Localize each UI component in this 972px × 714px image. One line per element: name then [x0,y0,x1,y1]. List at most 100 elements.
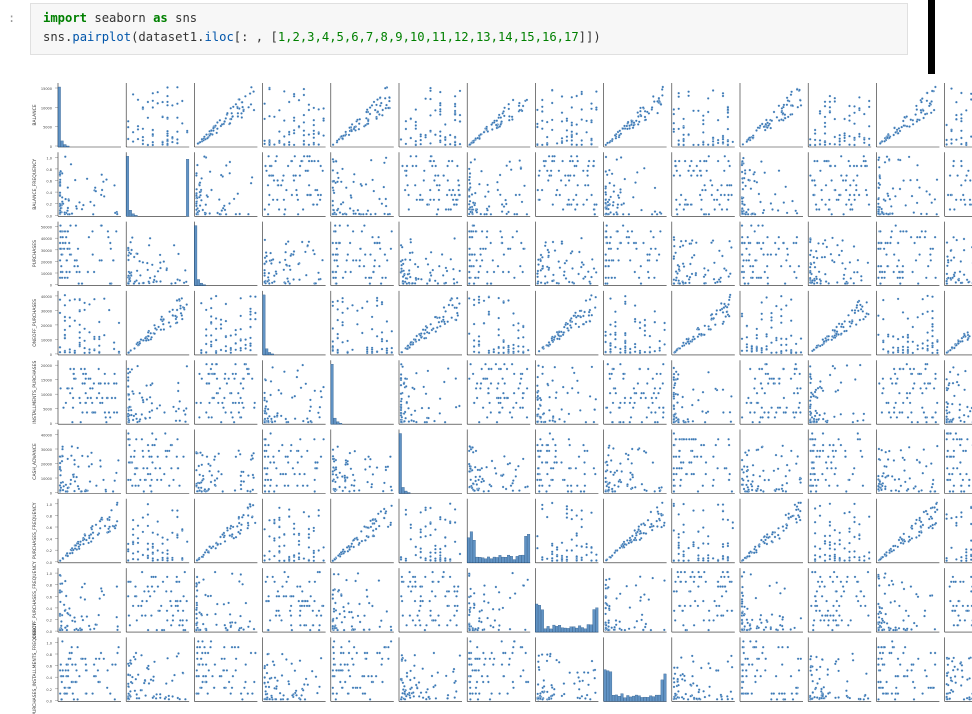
scatter-point [376,241,379,245]
scatter-point [901,335,905,339]
scatter-point [643,329,647,333]
scatter-point [760,122,764,126]
scatter-point [694,273,698,277]
scatter-point [777,104,781,108]
scatter-point [491,259,495,262]
scatter-point [264,251,268,254]
scatter-point [795,211,799,215]
scatter-point [926,347,929,351]
scatter-point [895,416,899,419]
scatter-point [358,259,362,262]
scatter-point [179,311,183,315]
scatter-point [240,100,244,104]
scatter-point [161,100,164,104]
scatter-point [824,339,828,342]
scatter-point [87,465,91,468]
scatter-point [68,391,72,395]
scatter-point [726,139,730,143]
scatter-point [672,407,676,411]
scatter-point [294,174,298,177]
scatter-point [818,413,822,417]
scatter-point [896,346,900,350]
scatter-point [721,388,725,392]
scatter-point [580,108,584,111]
scatter-point [896,348,900,352]
histogram-bar [63,144,67,148]
scatter-point [97,367,101,371]
scatter-point [456,179,460,182]
histogram-bar [199,282,203,286]
scatter-point [473,276,477,280]
scatter-point [333,259,336,262]
scatter-point [505,212,509,216]
scatter-point [893,372,897,376]
scatter-point [352,127,356,131]
scatter-point [426,369,430,373]
scatter-point [501,112,505,115]
scatter-point [643,318,647,322]
scatter-point [76,484,80,488]
scatter-point [570,123,574,127]
scatter-point [88,351,91,355]
code-cell[interactable]: import seaborn as sns sns.pairplot(datas… [30,3,908,55]
scatter-point [631,195,635,199]
scatter-point [268,140,271,144]
scatter-point [880,276,884,280]
scatter-point [702,212,706,216]
scatter-point [929,259,933,262]
scatter-point [419,138,423,142]
scatter-point [672,235,676,239]
scatter-point [575,154,579,158]
scatter-point [541,365,545,369]
scatter-point [763,411,766,414]
scatter-point [130,368,134,371]
scatter-point [161,141,164,144]
scatter-point [775,336,778,340]
scatter-point [590,258,594,261]
scatter-point [315,203,319,206]
y-tick-label: 0 [50,353,52,357]
scatter-point [798,88,801,92]
scatter-point [78,336,82,340]
scatter-point [946,255,949,258]
scatter-point [653,310,657,313]
scatter-point [453,140,457,144]
scatter-point [433,279,437,283]
scatter-point [477,340,481,343]
code-text[interactable]: import seaborn as sns sns.pairplot(datas… [43,9,601,47]
scatter-point [911,270,914,274]
scatter-point [958,408,962,412]
scatter-point [588,320,592,323]
scatter-point [854,183,858,187]
scatter-point [126,125,130,129]
scatter-point [141,398,145,402]
scatter-point [697,143,700,147]
scatter-point [718,280,722,284]
scatter-point [823,115,827,119]
scatter-point [312,132,316,136]
scatter-point [546,281,549,284]
scatter-point [429,274,433,277]
scatter-point [162,260,166,263]
scatter-point [918,253,921,256]
y-tick-label: 0 [50,145,52,149]
scatter-point [711,143,715,147]
scatter-point [244,94,247,98]
scatter-point [429,129,432,133]
scatter-point [638,351,642,355]
scatter-point [348,207,352,210]
scatter-point [744,184,747,188]
scatter-point [102,195,106,198]
scatter-point [616,130,620,134]
scatter-point [429,114,432,117]
scatter-point [69,367,72,371]
scatter-point [836,388,840,392]
scatter-point [70,454,73,458]
scatter-point [918,372,921,376]
scatter-point [166,134,169,138]
scatter-point [233,489,237,492]
scatter-point [215,131,219,135]
scatter-point [633,350,637,354]
scatter-point [646,259,650,262]
scatter-point [886,350,890,353]
